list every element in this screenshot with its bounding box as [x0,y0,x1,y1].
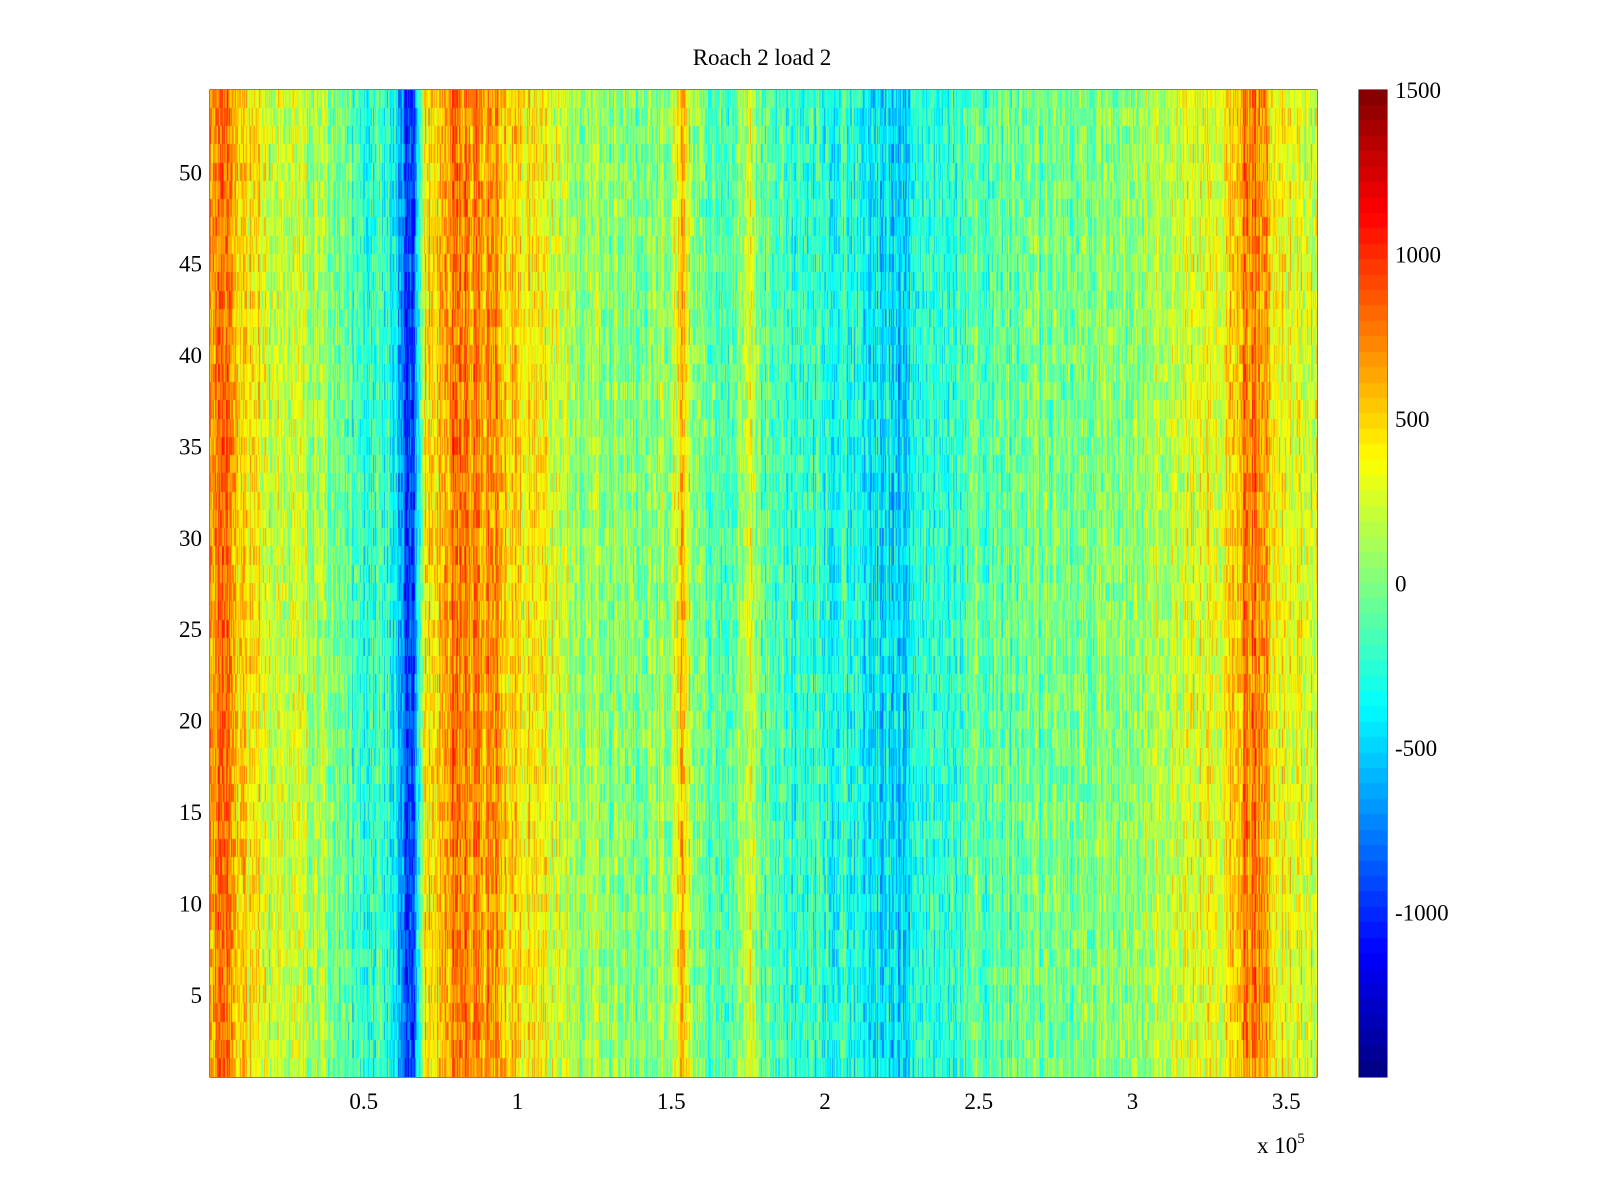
y-tick-label: 10 [179,891,202,916]
x-tick-label: 2.5 [964,1089,993,1114]
y-tick-label: 25 [179,617,202,642]
colorbar-axis: 1500 1000 500 0 -500 -1000 [1359,78,1449,926]
x-tick-label: 0.5 [349,1089,378,1114]
y-tick-label: 50 [179,160,202,185]
x-tick-label: 2 [819,1089,831,1114]
x-tick-label: 3 [1127,1089,1139,1114]
y-tick-label: 15 [179,800,202,825]
heatmap-plot [210,90,1317,1077]
x-tick-label: 3.5 [1272,1089,1301,1114]
colorbar [1359,90,1387,1077]
y-tick-label: 30 [179,526,202,551]
chart-title: Roach 2 load 2 [693,45,832,70]
y-axis: 5 10 15 20 25 30 35 40 45 50 [179,160,1317,1008]
y-tick-label: 20 [179,709,202,734]
y-tick-label: 5 [191,983,203,1008]
x-tick-label: 1.5 [657,1089,686,1114]
colorbar-tick-label: 1500 [1395,78,1441,103]
y-tick-label: 35 [179,434,202,459]
colorbar-tick-label: 500 [1395,407,1430,432]
x-exponent-prefix: x 10 [1257,1133,1297,1158]
x-exponent-power: 5 [1297,1131,1305,1147]
svg-text:x 105: x 105 [1257,1131,1305,1158]
y-tick-label: 45 [179,252,202,277]
colorbar-tick-label: 1000 [1395,243,1441,268]
colorbar-tick-label: -1000 [1395,901,1449,926]
colorbar-tick-label: -500 [1395,736,1437,761]
y-tick-label: 40 [179,343,202,368]
x-tick-label: 1 [512,1089,524,1114]
colorbar-tick-label: 0 [1395,572,1407,597]
x-exponent-label: x 105 [1257,1131,1305,1158]
